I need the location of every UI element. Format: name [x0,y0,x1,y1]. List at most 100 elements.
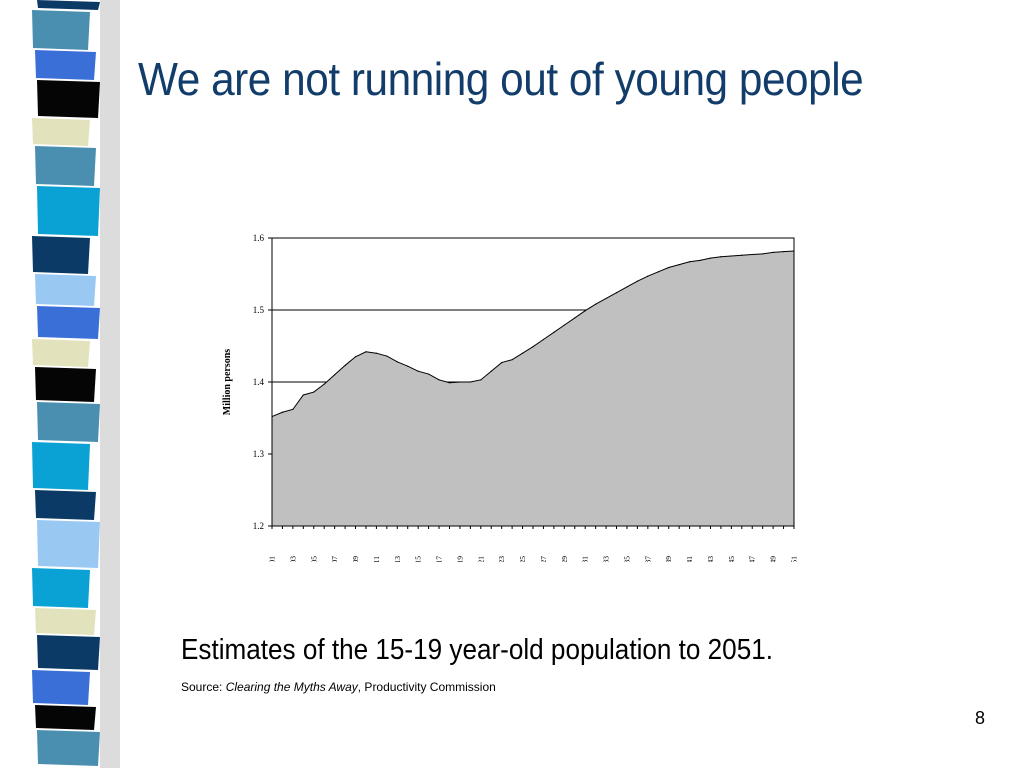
x-tick-label: 2051 [790,556,799,562]
x-tick-label: 2035 [622,556,631,562]
x-tick-label: 2009 [351,556,360,562]
x-tick-label: 2005 [309,556,318,562]
stripe-block [35,146,96,186]
data-point [741,254,743,256]
data-point [407,365,409,367]
x-tick-label: 2011 [372,556,381,562]
stripe-block [32,10,90,50]
stripe-block [35,367,96,402]
x-tick-label: 2033 [602,556,611,562]
stripe-block [37,306,100,339]
data-point [323,383,325,385]
data-point [553,331,555,333]
x-tick-label: 2037 [643,556,652,562]
x-tick-label: 2029 [560,556,569,562]
decorative-stripe-column [32,0,120,768]
data-point [521,352,524,354]
data-point [438,379,440,381]
stripe-shadow [100,0,120,768]
x-tick-label: 2013 [393,556,402,562]
x-tick-label: 2025 [518,556,527,562]
stripe-block [32,568,90,608]
stripe-block [37,186,100,236]
population-area [272,250,794,526]
y-tick-label: 1.5 [253,305,265,315]
x-tick-label: 2047 [748,556,757,562]
data-point [448,382,451,384]
data-point [762,253,764,255]
stripe-block [35,608,96,635]
stripe-block [37,80,100,118]
source-note: Source: Clearing the Myths Away, Product… [181,679,496,695]
data-point [647,275,649,277]
data-point [595,303,597,305]
x-tick-label: 2049 [769,556,778,562]
data-point [386,355,388,357]
slide-title: We are not running out of young people [138,53,864,105]
x-tick-label: 2043 [706,556,715,562]
data-point [782,251,785,253]
data-point [365,351,367,353]
data-point [334,374,336,376]
data-point [772,251,774,253]
y-tick-label: 1.6 [253,233,265,243]
stripe-block [32,339,90,367]
y-tick-label: 1.2 [253,521,264,531]
stripe-block [32,442,90,490]
x-tick-label: 2015 [414,556,423,562]
x-tick-label: 2031 [581,556,590,562]
x-tick-label: 2027 [539,556,548,562]
x-tick-label: 2003 [288,556,297,562]
data-point [605,297,607,300]
y-tick-label: 1.3 [253,449,265,459]
data-point [281,411,284,413]
data-point [584,310,586,312]
data-point [428,373,430,375]
stripe-block [32,118,90,146]
x-tick-label: 2007 [330,556,339,562]
data-point [344,364,346,367]
chart-caption: Estimates of the 15-19 year-old populati… [181,634,773,666]
data-point [730,255,732,257]
stripe-block [37,520,100,568]
data-point [532,346,534,348]
data-point [459,381,461,383]
data-point [375,352,377,354]
x-tick-label: 2001 [268,556,277,562]
stripe-block [37,402,100,442]
stripe-blocks [32,0,100,766]
data-point [657,271,659,273]
data-point [501,361,503,364]
y-axis-title: Million persons [222,349,233,416]
data-point [689,261,691,263]
stripe-block [37,0,100,10]
data-point [313,391,315,393]
data-point [678,264,680,266]
data-point [626,286,628,288]
data-point [542,338,545,341]
data-point [615,292,618,294]
x-tick-label: 2017 [435,556,444,562]
stripe-block [37,635,100,670]
data-point [354,356,357,358]
stripe-block [35,490,96,520]
source-prefix: Source: [181,680,226,694]
source-suffix: , Productivity Commission [357,680,496,694]
stripe-block [32,236,90,274]
data-point [417,370,419,372]
data-point [490,370,492,372]
stripe-block [35,705,96,730]
x-tick-label: 2023 [497,556,506,562]
stripe-block [35,274,96,306]
data-point [563,324,565,326]
x-tick-label: 2041 [685,556,694,562]
data-point [511,359,513,361]
page-number: 8 [975,708,986,728]
stripe-block [32,670,90,705]
data-point [396,361,398,363]
data-point [574,317,576,319]
x-tick-label: 2039 [664,556,673,562]
source-title: Clearing the Myths Away [225,680,358,694]
data-point [480,379,482,381]
stripe-block [37,730,100,766]
